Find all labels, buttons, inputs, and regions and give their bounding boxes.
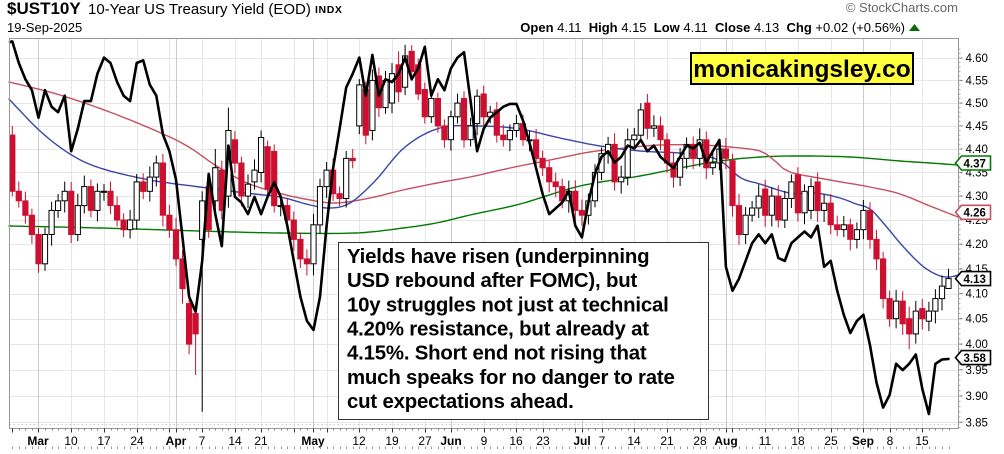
svg-text:3.85: 3.85 [966,417,988,429]
svg-text:8: 8 [887,434,894,448]
svg-text:14: 14 [627,434,641,448]
svg-text:4.20: 4.20 [966,239,988,251]
svg-text:USD rebound after FOMC), but: USD rebound after FOMC), but [347,270,637,292]
svg-text:7: 7 [599,434,606,448]
svg-text:11: 11 [759,434,772,448]
svg-text:4.50: 4.50 [966,98,988,110]
svg-text:Jul: Jul [573,434,590,448]
svg-text:4.60: 4.60 [966,53,988,65]
svg-text:18: 18 [791,434,805,448]
svg-text:15: 15 [915,434,929,448]
svg-text:3.95: 3.95 [966,365,988,377]
svg-text:24: 24 [130,434,144,448]
svg-text:16: 16 [509,434,523,448]
svg-text:Sep: Sep [852,434,874,448]
svg-text:4.13: 4.13 [964,274,986,286]
svg-text:Yields have risen (underpinnin: Yields have risen (underpinning [347,246,649,268]
svg-text:May: May [301,434,325,448]
svg-text:4.05: 4.05 [966,314,988,326]
svg-text:19-Sep-2025: 19-Sep-2025 [7,20,82,35]
svg-text:10-Year US Treasury Yield (EOD: 10-Year US Treasury Yield (EOD) [88,1,311,18]
svg-text:3.58: 3.58 [964,353,987,365]
svg-text:INDX: INDX [315,4,343,16]
svg-text:4.00: 4.00 [966,339,988,351]
svg-text:4.37: 4.37 [964,158,986,170]
svg-text:3.90: 3.90 [966,391,988,403]
svg-text:17: 17 [97,434,111,448]
svg-text:4.15%. Short end not rising th: 4.15%. Short end not rising that [347,343,647,365]
svg-text:10: 10 [64,434,78,448]
svg-text:monicakingsley.co: monicakingsley.co [693,56,910,83]
svg-text:21: 21 [660,434,674,448]
svg-text:Open 4.11 High 4.15 Low 4.11: Open 4.11 High 4.15 Low 4.11 Close 4.13 … [520,20,905,35]
svg-text:7: 7 [199,434,206,448]
svg-text:Jun: Jun [440,434,461,448]
svg-text:21: 21 [254,434,268,448]
svg-text:4.20% resistance, but already: 4.20% resistance, but already at [347,318,649,340]
svg-text:23: 23 [536,434,550,448]
svg-text:4.40: 4.40 [966,144,988,156]
svg-text:© StockCharts.com: © StockCharts.com [846,0,958,15]
svg-text:19: 19 [385,434,399,448]
svg-text:much speaks for no danger to r: much speaks for no danger to rate [347,367,675,389]
svg-text:$UST10Y: $UST10Y [7,0,81,18]
svg-text:Aug: Aug [714,434,737,448]
svg-text:28: 28 [693,434,707,448]
svg-text:Apr: Apr [166,434,187,448]
svg-text:4.30: 4.30 [966,191,988,203]
svg-text:10y struggles not just at tech: 10y struggles not just at technical [347,294,669,316]
svg-text:14: 14 [228,434,242,448]
svg-text:9: 9 [481,434,488,448]
svg-text:25: 25 [824,434,838,448]
svg-text:12: 12 [352,434,366,448]
svg-text:4.10: 4.10 [966,289,988,301]
svg-text:27: 27 [418,434,432,448]
svg-text:4.45: 4.45 [966,121,988,133]
svg-text:cut expectations ahead.: cut expectations ahead. [347,391,574,413]
svg-text:4.55: 4.55 [966,75,988,87]
svg-text:Mar: Mar [27,434,49,448]
svg-text:4.26: 4.26 [964,208,986,220]
